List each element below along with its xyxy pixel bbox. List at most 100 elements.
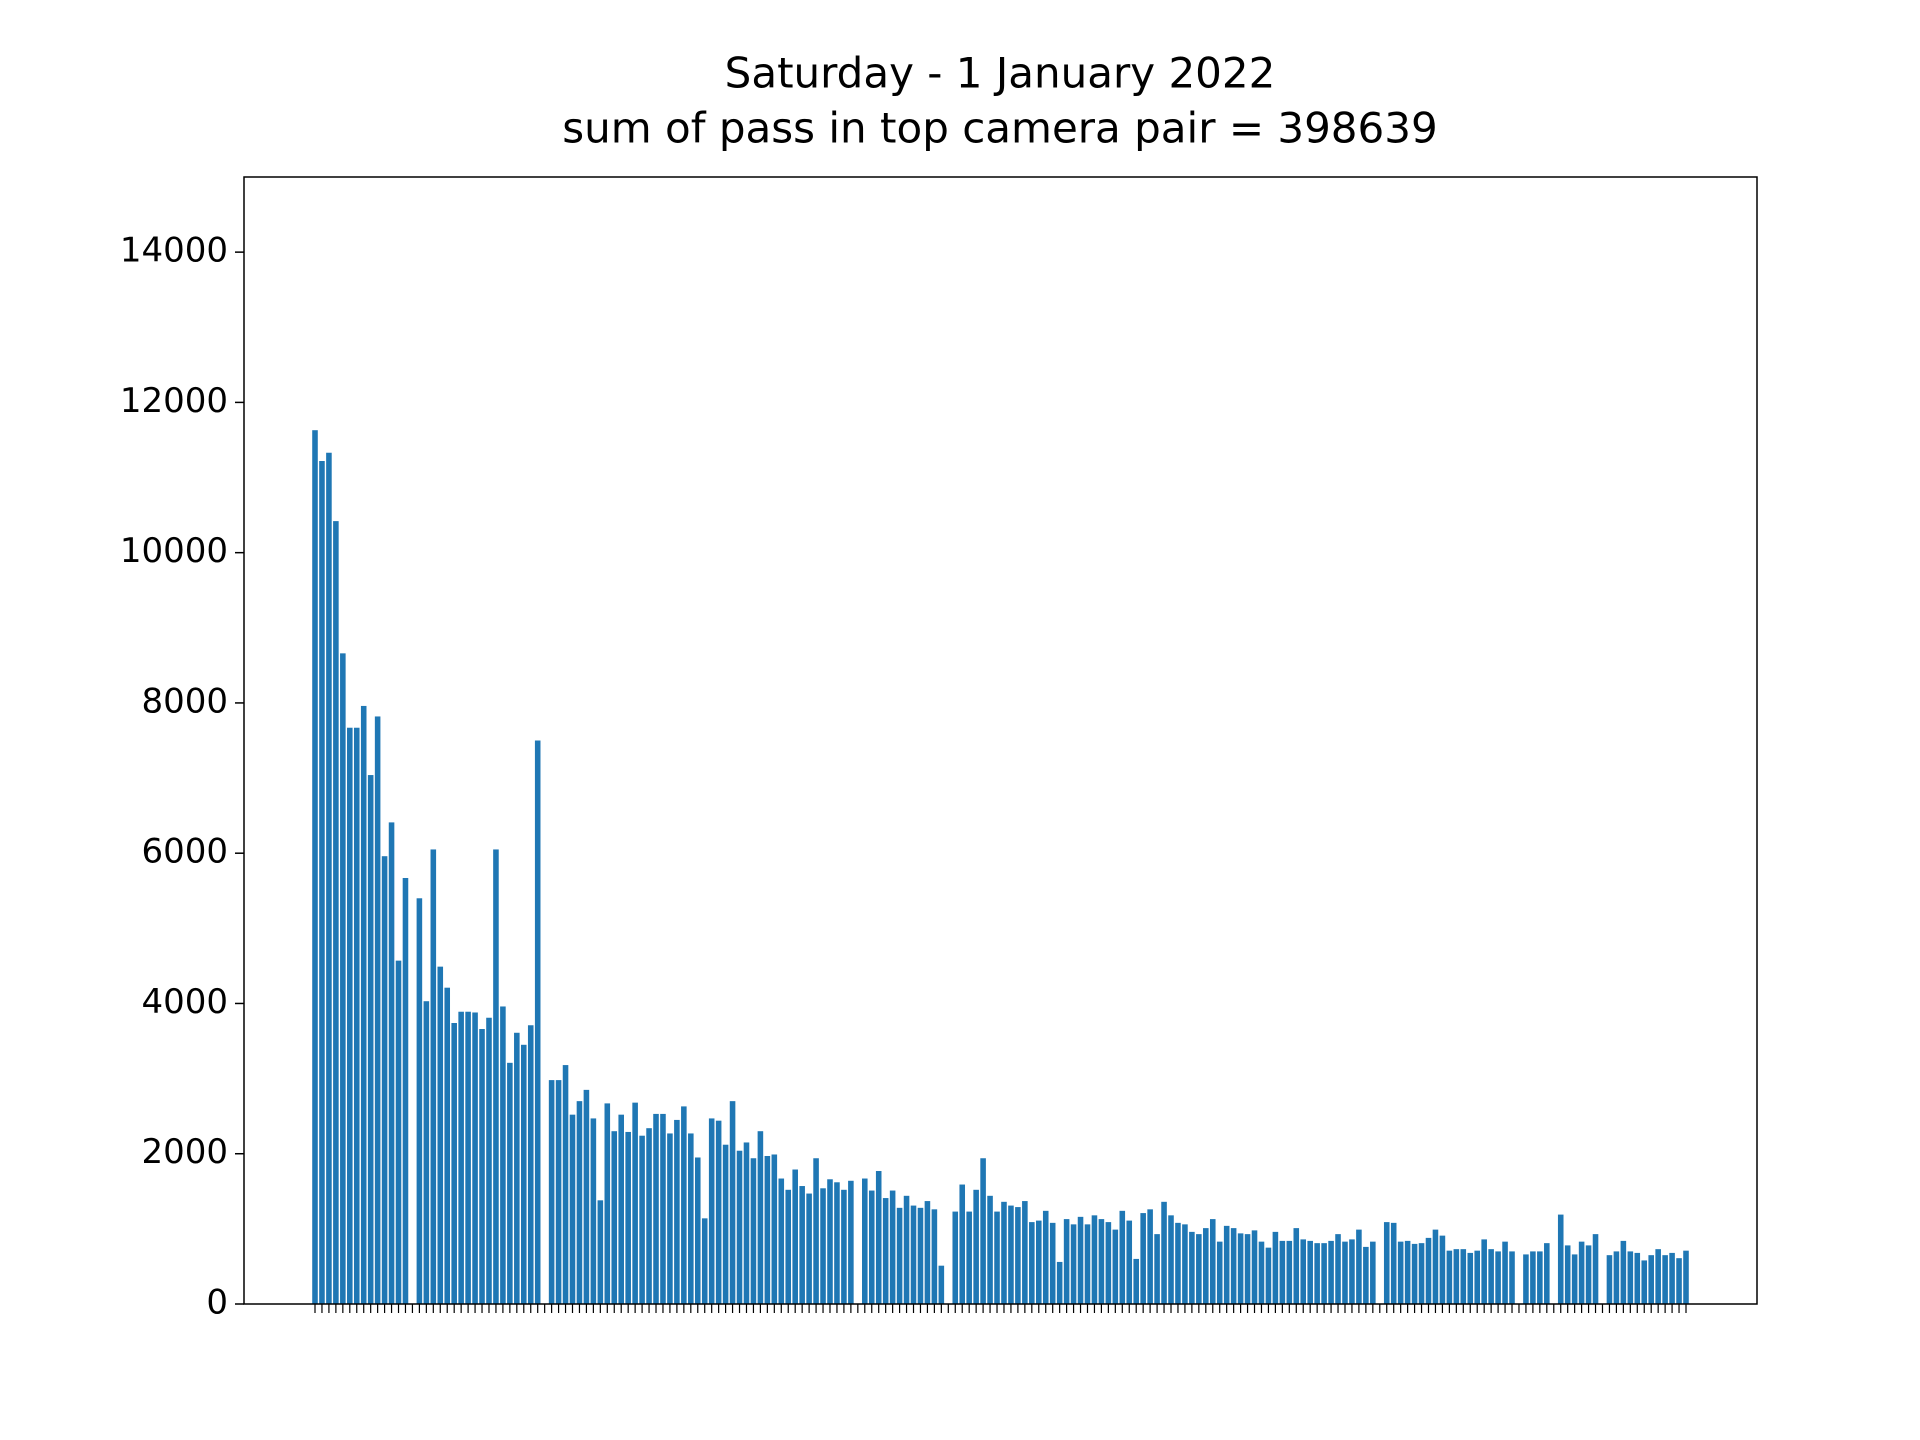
- bar: [646, 1128, 652, 1304]
- bar: [1411, 1243, 1418, 1304]
- bar: [701, 1218, 708, 1304]
- bar: [1279, 1240, 1286, 1304]
- bar: [326, 452, 332, 1304]
- bar: [583, 1089, 590, 1304]
- bar: [1098, 1219, 1105, 1304]
- bar: [1502, 1241, 1508, 1304]
- bar: [1620, 1240, 1627, 1304]
- bar: [910, 1205, 917, 1304]
- bar: [451, 1023, 457, 1304]
- bar: [722, 1144, 729, 1304]
- bar: [1230, 1228, 1237, 1304]
- bar: [1453, 1249, 1460, 1304]
- bar: [1189, 1231, 1195, 1304]
- bar: [1627, 1251, 1634, 1304]
- bar: [562, 1065, 569, 1304]
- bar: [785, 1189, 792, 1304]
- bar: [834, 1182, 840, 1304]
- bar: [444, 987, 451, 1304]
- bar: [1140, 1213, 1146, 1304]
- bar: [465, 1011, 471, 1304]
- bar: [1133, 1258, 1139, 1304]
- y-tick-label: 8000: [141, 681, 228, 721]
- bar: [966, 1211, 972, 1304]
- bar: [590, 1118, 597, 1304]
- bar: [1237, 1233, 1244, 1304]
- bar: [569, 1114, 576, 1304]
- bar: [1481, 1239, 1487, 1304]
- bar: [618, 1114, 624, 1304]
- bar: [1223, 1225, 1230, 1304]
- bar: [423, 1001, 430, 1304]
- bar: [1669, 1252, 1675, 1304]
- bar: [1035, 1220, 1042, 1304]
- bar: [980, 1158, 986, 1304]
- bar: [1091, 1215, 1098, 1304]
- bar: [1495, 1251, 1501, 1304]
- y-tick-label: 10000: [120, 531, 228, 571]
- bar: [1585, 1245, 1592, 1304]
- bar: [367, 775, 374, 1304]
- bar: [736, 1150, 743, 1304]
- bar: [841, 1189, 847, 1304]
- bar: [820, 1188, 826, 1304]
- bar: [771, 1154, 778, 1304]
- bar: [1001, 1201, 1007, 1304]
- bar: [1467, 1252, 1474, 1304]
- bar: [1683, 1250, 1689, 1304]
- bar: [1216, 1241, 1223, 1304]
- bar: [1293, 1228, 1300, 1304]
- bar: [882, 1198, 889, 1304]
- bar: [1049, 1222, 1056, 1304]
- bar: [1251, 1230, 1258, 1304]
- bar: [1161, 1201, 1167, 1304]
- bar: [1634, 1252, 1641, 1304]
- bar: [1390, 1222, 1397, 1304]
- bar: [548, 1080, 555, 1304]
- bar: [1432, 1229, 1439, 1304]
- bar: [1488, 1249, 1494, 1304]
- bar: [813, 1158, 819, 1304]
- bar: [1564, 1245, 1571, 1304]
- bar: [1168, 1215, 1174, 1304]
- bar: [1286, 1240, 1293, 1304]
- bar: [681, 1106, 687, 1304]
- bar: [1474, 1250, 1481, 1304]
- bar: [653, 1113, 659, 1304]
- bar: [1105, 1222, 1112, 1304]
- bar: [875, 1171, 882, 1304]
- bar: [827, 1179, 833, 1304]
- bar: [743, 1142, 750, 1304]
- bar: [514, 1032, 520, 1304]
- bar: [1509, 1251, 1515, 1304]
- bar: [1022, 1201, 1028, 1304]
- bar: [1418, 1243, 1425, 1304]
- bar: [1460, 1249, 1467, 1304]
- bar: [1056, 1261, 1063, 1304]
- bar: [896, 1207, 903, 1304]
- bar: [694, 1157, 701, 1304]
- bar: [472, 1012, 478, 1304]
- bar: [778, 1178, 785, 1304]
- bar: [1126, 1220, 1133, 1304]
- bar: [1077, 1216, 1084, 1304]
- bar: [625, 1131, 631, 1304]
- bar: [1209, 1219, 1216, 1304]
- bar: [381, 856, 388, 1304]
- bar: [340, 653, 346, 1304]
- bar: [1523, 1254, 1529, 1304]
- bar: [604, 1103, 611, 1304]
- bar: [1446, 1250, 1453, 1304]
- bar: [437, 966, 444, 1304]
- bar: [395, 960, 402, 1304]
- bar: [576, 1101, 583, 1304]
- bar: [952, 1211, 959, 1304]
- bar: [1015, 1207, 1021, 1304]
- bar: [402, 877, 409, 1304]
- chart-title: Saturday - 1 January 2022: [725, 49, 1276, 98]
- y-tick-label: 0: [206, 1283, 228, 1323]
- bar: [1335, 1234, 1341, 1304]
- bar: [611, 1131, 618, 1304]
